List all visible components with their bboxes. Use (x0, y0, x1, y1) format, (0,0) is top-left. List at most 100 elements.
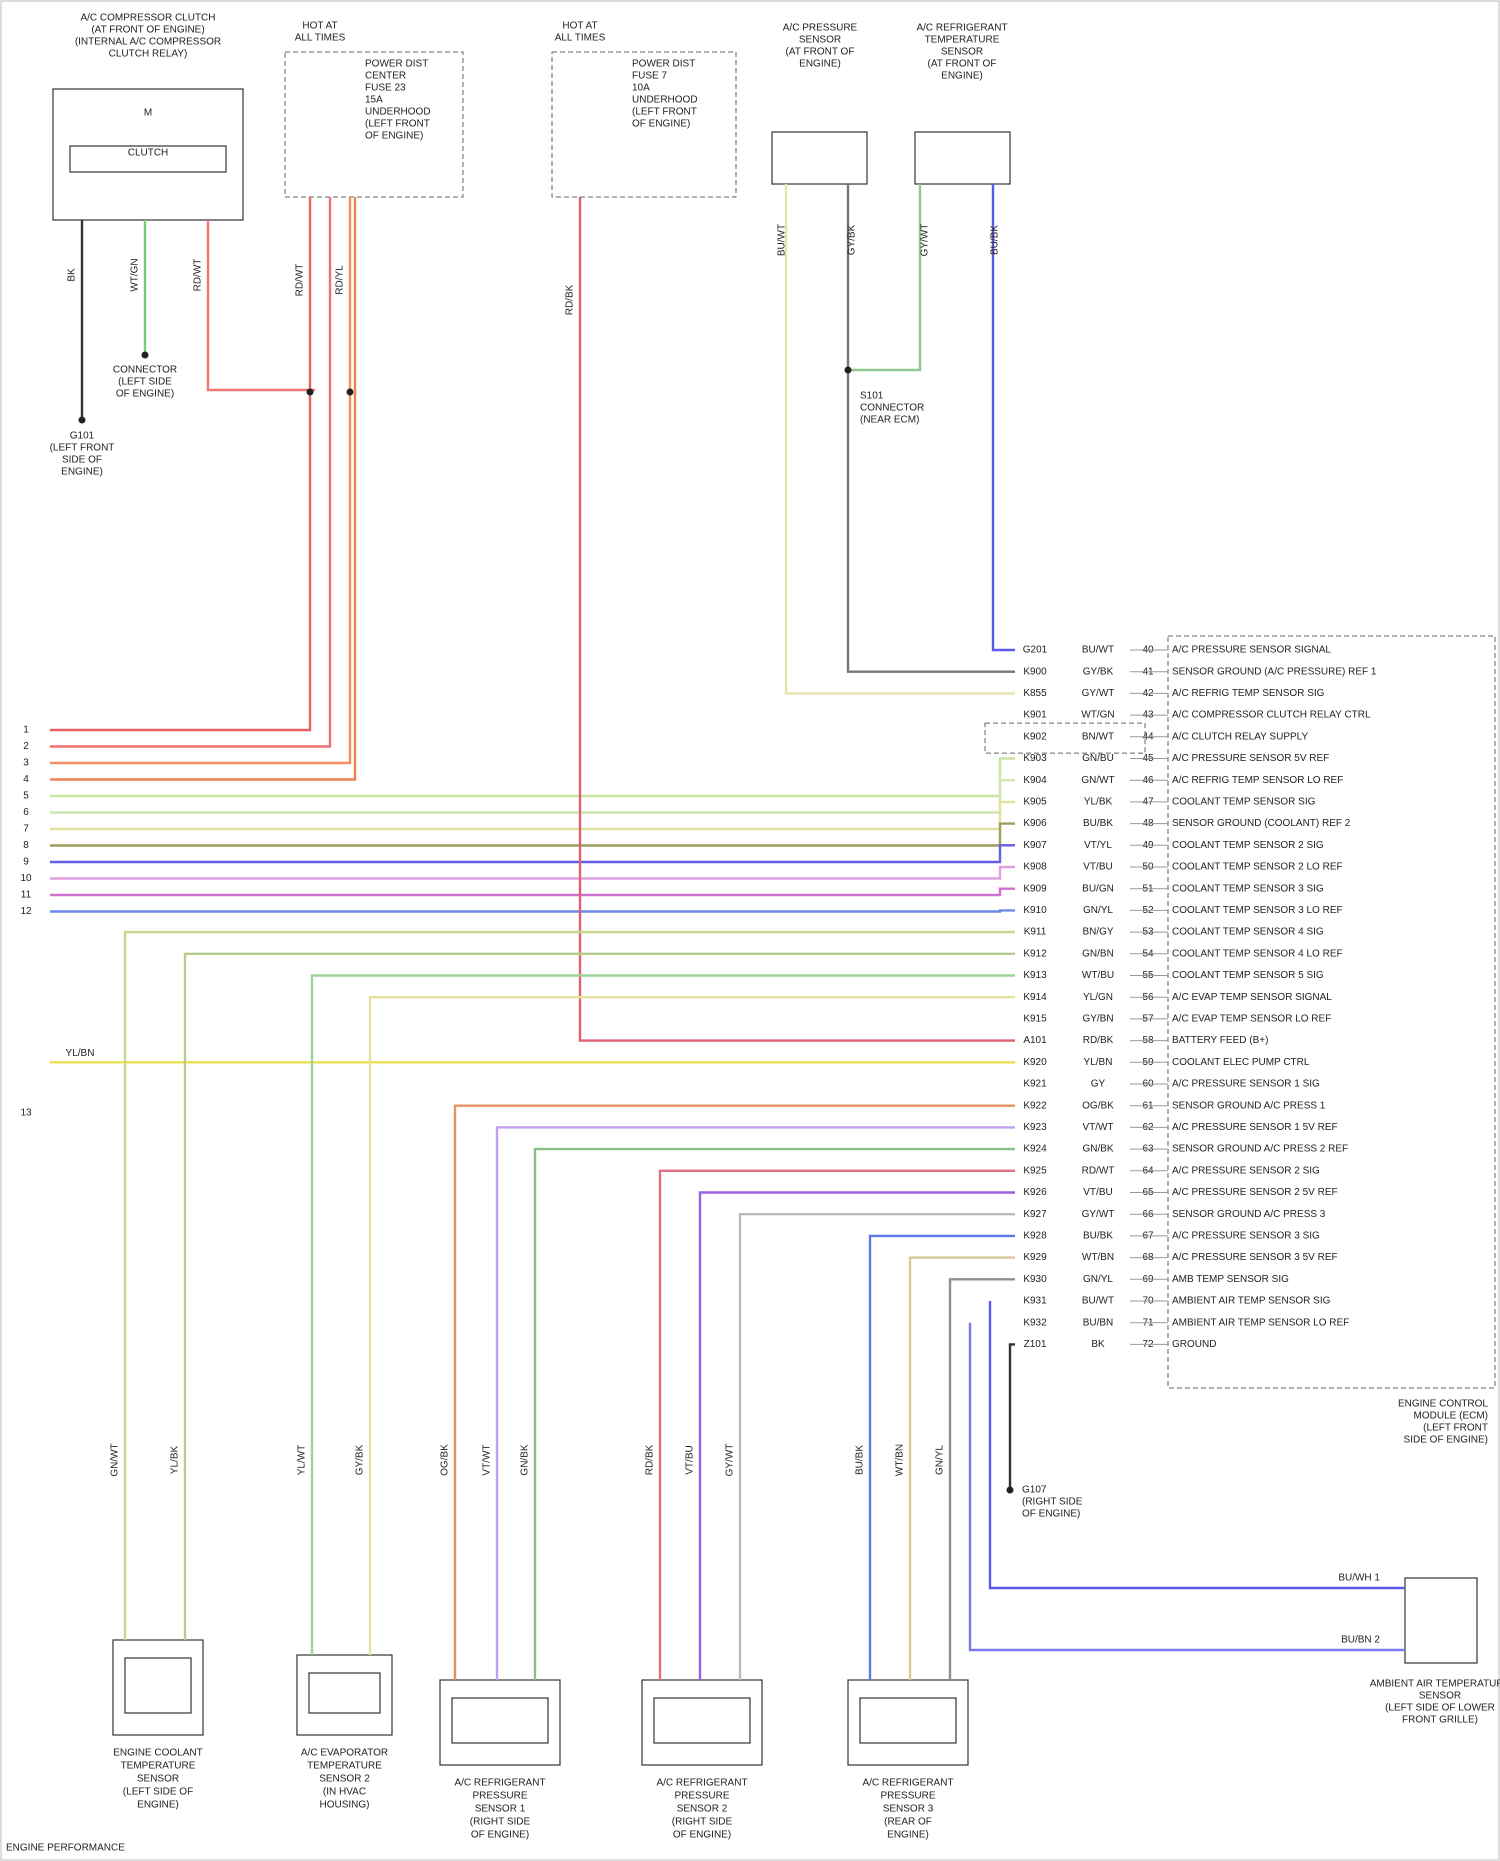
wire-color: BN/WT (1082, 731, 1114, 742)
wire-color: GN/BN (1082, 948, 1114, 959)
label: OF ENGINE) (632, 119, 690, 130)
wire (50, 800, 1015, 831)
component (296, 1654, 393, 1736)
label: (LEFT SIDE OF (123, 1787, 193, 1798)
label: HOUSING) (320, 1800, 370, 1811)
left-pin: 5 (23, 791, 29, 802)
label: SENSOR (137, 1774, 179, 1785)
label: PRESSURE (472, 1791, 527, 1802)
wire-label: WT/BN (895, 1444, 906, 1476)
wire-color: GY/WT (1082, 1209, 1115, 1220)
wire-label: BU/BK (855, 1445, 866, 1475)
wire-color: BU/BK (1083, 818, 1113, 829)
circuit: K908 (1023, 862, 1047, 873)
left-pin: 6 (23, 807, 29, 818)
label: UNDERHOOD (365, 107, 431, 118)
label: (INTERNAL A/C COMPRESSOR (75, 37, 221, 48)
label: POWER DIST (632, 59, 695, 70)
label: CENTER (365, 71, 406, 82)
wire-color: YL/GN (1083, 992, 1113, 1003)
label: HOT AT (302, 21, 337, 32)
label: A/C REFRIGERANT (656, 1778, 747, 1789)
circuit: K906 (1023, 818, 1047, 829)
function: COOLANT TEMP SENSOR 3 LO REF (1172, 905, 1343, 916)
label: ENGINE) (61, 467, 103, 478)
function: AMBIENT AIR TEMP SENSOR SIG (1172, 1296, 1331, 1307)
wire-color: BK (1091, 1339, 1105, 1350)
wire-label: YL/BK (170, 1446, 181, 1475)
sensor-element (653, 1697, 751, 1744)
label: CONNECTOR (113, 365, 177, 376)
label: (RIGHT SIDE (470, 1817, 531, 1828)
wire (658, 1169, 1015, 1680)
label: FUSE 7 (632, 71, 667, 82)
wire-color: BU/GN (1082, 883, 1114, 894)
function: A/C PRESSURE SENSOR 2 5V REF (1172, 1187, 1338, 1198)
circuit: K911 (1024, 927, 1047, 938)
wire-color: RD/BK (1083, 1035, 1114, 1046)
label: ENGINE) (887, 1830, 929, 1841)
function: SENSOR GROUND (COOLANT) REF 2 (1172, 818, 1351, 829)
wire-label: RD/WT (193, 259, 204, 292)
wire (846, 184, 1015, 673)
label: (AT FRONT OF (786, 47, 855, 58)
label: TEMPERATURE (121, 1761, 196, 1772)
component (641, 1679, 763, 1766)
wire (698, 1191, 1015, 1680)
left-pin: 11 (21, 890, 32, 901)
component (112, 1639, 204, 1736)
wire-color: WT/BN (1082, 1252, 1114, 1263)
wire (310, 974, 1015, 1655)
component (771, 131, 868, 185)
label: FRONT GRILLE) (1402, 1715, 1478, 1726)
left-pin: 7 (23, 824, 29, 835)
label: A/C COMPRESSOR CLUTCH (80, 13, 215, 24)
circuit: K903 (1023, 753, 1047, 764)
label: ENGINE CONTROL (1398, 1399, 1488, 1410)
wire (948, 1278, 1015, 1680)
label: CLUTCH RELAY) (109, 49, 188, 60)
function: AMB TEMP SENSOR SIG (1172, 1274, 1289, 1285)
label: (LEFT FRONT (1423, 1423, 1488, 1434)
label: ALL TIMES (555, 33, 606, 44)
label: (LEFT FRONT (632, 107, 697, 118)
label: (LEFT SIDE OF LOWER (1385, 1703, 1495, 1714)
wire (991, 184, 1015, 652)
circuit: K905 (1023, 797, 1047, 808)
left-pin: 1 (23, 725, 29, 736)
function: A/C REFRIG TEMP SENSOR LO REF (1172, 775, 1343, 786)
label: OF ENGINE) (365, 131, 423, 142)
label: (LEFT SIDE (118, 377, 172, 388)
circuit: Z101 (1024, 1339, 1047, 1350)
function: COOLANT TEMP SENSOR 5 SIG (1172, 970, 1324, 981)
wire-color: VT/WT (1082, 1122, 1113, 1133)
label: (LEFT FRONT (365, 119, 430, 130)
circuit: G201 (1023, 645, 1048, 656)
label: OF ENGINE) (116, 389, 174, 400)
connector-outline (1167, 635, 1496, 1389)
circuit: K902 (1023, 731, 1047, 742)
circuit: K904 (1023, 775, 1047, 786)
label: SENSOR 1 (475, 1804, 526, 1815)
wire-color: BN/GY (1082, 927, 1113, 938)
label: ENGINE) (137, 1800, 179, 1811)
label: CONNECTOR (860, 403, 924, 414)
circuit: K929 (1023, 1252, 1047, 1263)
label: OF ENGINE) (471, 1830, 529, 1841)
left-pin: 2 (23, 741, 29, 752)
label: (RIGHT SIDE (1022, 1497, 1083, 1508)
wire-color: BU/BK (1083, 1231, 1113, 1242)
function: A/C PRESSURE SENSOR 1 SIG (1172, 1079, 1320, 1090)
wire (368, 996, 1015, 1655)
label: FUSE 23 (365, 83, 406, 94)
function: A/C PRESSURE SENSOR SIGNAL (1172, 645, 1331, 656)
wire-color: OG/BK (1082, 1100, 1114, 1111)
wire-label: GY/WT (920, 224, 931, 257)
wire-color: VT/BU (1083, 1187, 1112, 1198)
wire (784, 184, 1015, 695)
label: SENSOR (799, 35, 841, 46)
wire-color: GN/BK (1082, 1144, 1113, 1155)
function: COOLANT TEMP SENSOR 4 SIG (1172, 927, 1324, 938)
wire-color: VT/BU (1083, 862, 1112, 873)
